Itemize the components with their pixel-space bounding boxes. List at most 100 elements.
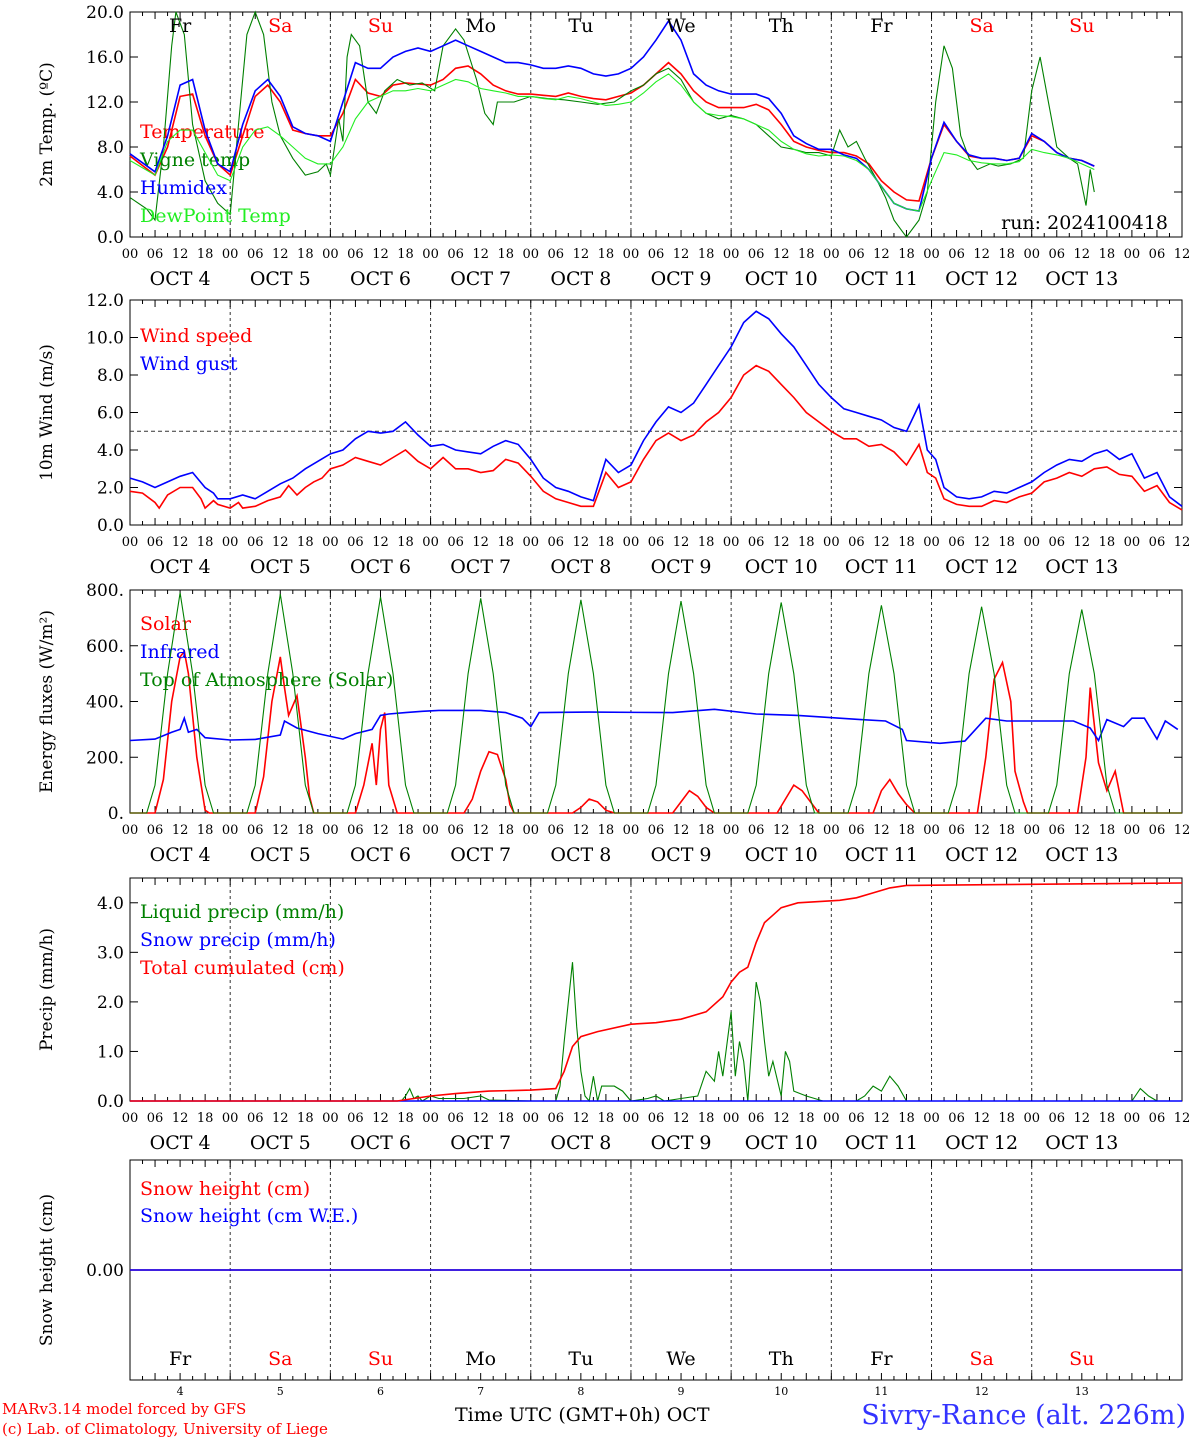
y-tick-label: 1.0 (97, 1042, 124, 1062)
date-label: OCT 8 (550, 556, 611, 578)
hour-tick-label: 00 (623, 1111, 640, 1126)
y-axis-label: Precip (mm/h) (37, 928, 57, 1051)
series-line (130, 592, 1182, 814)
hour-tick-label: 12 (573, 535, 590, 550)
hour-tick-label: 12 (272, 1111, 289, 1126)
hour-tick-label: 12 (272, 535, 289, 550)
weekday-label: Fr (169, 1348, 192, 1370)
series-line (129, 310, 1183, 507)
hour-tick-label: 00 (823, 535, 840, 550)
y-tick-label: 800. (86, 581, 124, 601)
hour-tick-label: 06 (1048, 823, 1065, 838)
date-label: OCT 10 (745, 1132, 818, 1154)
hour-tick-label: 18 (497, 823, 514, 838)
hour-tick-label: 18 (297, 535, 314, 550)
hour-tick-label: 18 (898, 247, 915, 262)
hour-tick-label: 00 (322, 247, 339, 262)
weekday-label: Mo (465, 1348, 496, 1370)
weekday-label: Fr (870, 15, 893, 37)
hour-tick-label: 00 (322, 823, 339, 838)
hour-tick-label: 06 (147, 823, 164, 838)
date-label: OCT 5 (250, 844, 311, 866)
weekday-label: Tu (568, 15, 593, 37)
hour-tick-label: 12 (472, 823, 489, 838)
hour-tick-label: 06 (948, 823, 965, 838)
weekday-label: Fr (169, 15, 192, 37)
hour-tick-label: 00 (122, 535, 139, 550)
hour-tick-label: 18 (297, 247, 314, 262)
hour-tick-label: 12 (472, 247, 489, 262)
date-label: OCT 5 (250, 1132, 311, 1154)
hour-tick-label: 12 (172, 1111, 189, 1126)
hour-tick-label: 12 (673, 247, 690, 262)
y-tick-label: 10.0 (86, 329, 124, 349)
hour-tick-label: 06 (447, 1111, 464, 1126)
y-axis-label: Energy fluxes (W/m²) (37, 610, 57, 793)
hour-tick-label: 06 (347, 823, 364, 838)
hour-tick-label: 00 (222, 247, 239, 262)
hour-tick-label: 12 (973, 247, 990, 262)
hour-tick-label: 00 (823, 247, 840, 262)
hour-tick-label: 12 (1174, 535, 1191, 550)
y-tick-label: 4.0 (97, 441, 124, 461)
hour-tick-label: 00 (222, 823, 239, 838)
y-tick-label: 4.0 (97, 894, 124, 914)
hour-tick-label: 06 (848, 823, 865, 838)
y-tick-label: 2.0 (97, 993, 124, 1013)
hour-tick-label: 18 (798, 247, 815, 262)
date-label: OCT 9 (651, 268, 712, 290)
hour-tick-label: 06 (347, 247, 364, 262)
hour-tick-label: 12 (773, 823, 790, 838)
weekday-label: Sa (969, 15, 993, 37)
y-tick-label: 0.0 (97, 516, 124, 536)
hour-tick-label: 06 (748, 535, 765, 550)
y-tick-label: 0. (108, 804, 124, 824)
hour-tick-label: 00 (823, 823, 840, 838)
date-label: OCT 12 (945, 1132, 1018, 1154)
day-number-label: 12 (975, 1385, 989, 1398)
series-line (129, 10, 1095, 238)
hour-tick-label: 00 (823, 1111, 840, 1126)
day-number-label: 13 (1075, 1385, 1089, 1398)
hour-tick-label: 06 (748, 247, 765, 262)
hour-tick-label: 06 (648, 535, 665, 550)
weekday-label: Mo (465, 15, 496, 37)
hour-tick-label: 06 (247, 535, 264, 550)
weekday-label: Su (1069, 15, 1094, 37)
date-label: OCT 8 (550, 844, 611, 866)
hour-tick-label: 18 (598, 823, 615, 838)
hour-tick-label: 18 (898, 1111, 915, 1126)
hour-tick-label: 06 (848, 247, 865, 262)
legend-entry: Infrared (140, 641, 220, 663)
hour-tick-label: 12 (1074, 823, 1091, 838)
date-label: OCT 4 (150, 556, 211, 578)
hour-tick-label: 00 (923, 535, 940, 550)
hour-tick-label: 18 (698, 247, 715, 262)
hour-tick-label: 06 (247, 247, 264, 262)
weekday-label: Fr (870, 1348, 893, 1370)
hour-tick-label: 06 (1149, 823, 1166, 838)
hour-tick-label: 00 (623, 823, 640, 838)
hour-tick-label: 00 (422, 247, 439, 262)
date-label: OCT 5 (250, 556, 311, 578)
hour-tick-label: 18 (197, 535, 214, 550)
hour-tick-label: 00 (723, 823, 740, 838)
hour-tick-label: 06 (447, 535, 464, 550)
date-label: OCT 11 (845, 844, 918, 866)
date-label: OCT 10 (745, 844, 818, 866)
hour-tick-label: 00 (1124, 247, 1141, 262)
hour-tick-label: 00 (723, 535, 740, 550)
hour-tick-label: 00 (1023, 535, 1040, 550)
hour-tick-label: 18 (598, 247, 615, 262)
day-number-label: 4 (177, 1385, 184, 1398)
hour-tick-label: 18 (1099, 247, 1116, 262)
hour-tick-label: 12 (573, 1111, 590, 1126)
date-label: OCT 13 (1045, 268, 1118, 290)
hour-tick-label: 12 (1174, 247, 1191, 262)
hour-tick-label: 12 (472, 535, 489, 550)
legend-entry: Temperature (140, 121, 264, 143)
hour-tick-label: 12 (1174, 1111, 1191, 1126)
hour-tick-label: 00 (923, 247, 940, 262)
hour-tick-label: 06 (1048, 247, 1065, 262)
date-label: OCT 7 (450, 268, 511, 290)
